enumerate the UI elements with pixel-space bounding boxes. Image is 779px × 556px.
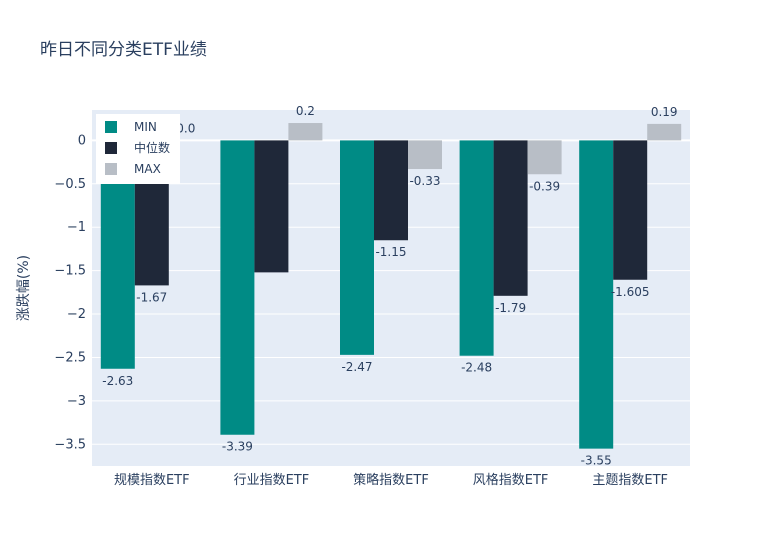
bar-MAX — [647, 123, 682, 141]
y-tick-label: −3.5 — [54, 437, 86, 452]
bar-中位数 — [254, 140, 289, 273]
legend-label: 中位数 — [134, 140, 170, 155]
legend-label: MIN — [134, 120, 157, 134]
y-tick-label: −1.5 — [54, 264, 86, 279]
data-label: -0.39 — [529, 179, 560, 193]
y-tick-label: −3 — [67, 394, 86, 409]
bar-MIN — [220, 140, 255, 435]
bar-中位数 — [493, 140, 528, 296]
y-tick-label: −1 — [67, 220, 86, 235]
data-label: -1.79 — [495, 301, 526, 315]
bar-MAX — [527, 140, 562, 175]
data-label: -0.33 — [409, 174, 440, 188]
bar-MIN — [459, 140, 494, 356]
data-label: -3.55 — [581, 454, 612, 468]
data-label: -2.47 — [341, 360, 372, 374]
legend-swatch — [105, 163, 117, 175]
data-label: 0.19 — [651, 105, 678, 119]
bar-MIN — [340, 140, 374, 355]
y-axis-ticks: 0 −0.5 −1 −1.5 −2 −2.5 −3 −3.5 — [54, 133, 86, 452]
legend-swatch — [105, 142, 117, 154]
y-tick-label: −2 — [67, 307, 86, 322]
legend: MIN 中位数 MAX — [96, 114, 180, 184]
data-label: 0.2 — [296, 104, 315, 118]
x-tick-label: 风格指数ETF — [473, 472, 549, 488]
x-tick-label: 主题指数ETF — [592, 473, 668, 488]
y-tick-label: −2.5 — [54, 350, 86, 365]
bar-MAX — [408, 140, 442, 170]
chart-title: 昨日不同分类ETF业绩 — [40, 40, 207, 60]
x-tick-label: 策略指数ETF — [353, 472, 429, 488]
bar-MAX — [288, 123, 323, 141]
x-tick-label: 规模指数ETF — [114, 473, 190, 488]
y-axis-label: 涨跌幅(%) — [16, 255, 32, 321]
data-label: -3.39 — [222, 440, 253, 454]
data-label: -2.63 — [102, 374, 133, 388]
data-label: -1.67 — [136, 290, 167, 304]
data-label: -1.605 — [611, 285, 650, 299]
bar-中位数 — [374, 140, 408, 241]
data-label: -2.48 — [461, 361, 492, 375]
bar-中位数 — [613, 140, 648, 280]
data-labels: -2.63 -1.67 0.0 -3.39 0.2 -2.47 -1.15 -0.33 -2.4… — [102, 104, 677, 468]
x-axis-ticks: 规模指数ETF 行业指数ETF 策略指数ETF 风格指数ETF 主题指数ETF — [114, 472, 668, 488]
data-label: -1.15 — [375, 245, 406, 259]
legend-label: MAX — [134, 162, 161, 176]
bar-MIN — [579, 140, 614, 449]
legend-swatch — [105, 121, 117, 133]
y-tick-label: −0.5 — [54, 177, 86, 192]
y-tick-label: 0 — [78, 133, 86, 148]
x-tick-label: 行业指数ETF — [234, 473, 310, 488]
data-label: 0.0 — [176, 121, 195, 135]
